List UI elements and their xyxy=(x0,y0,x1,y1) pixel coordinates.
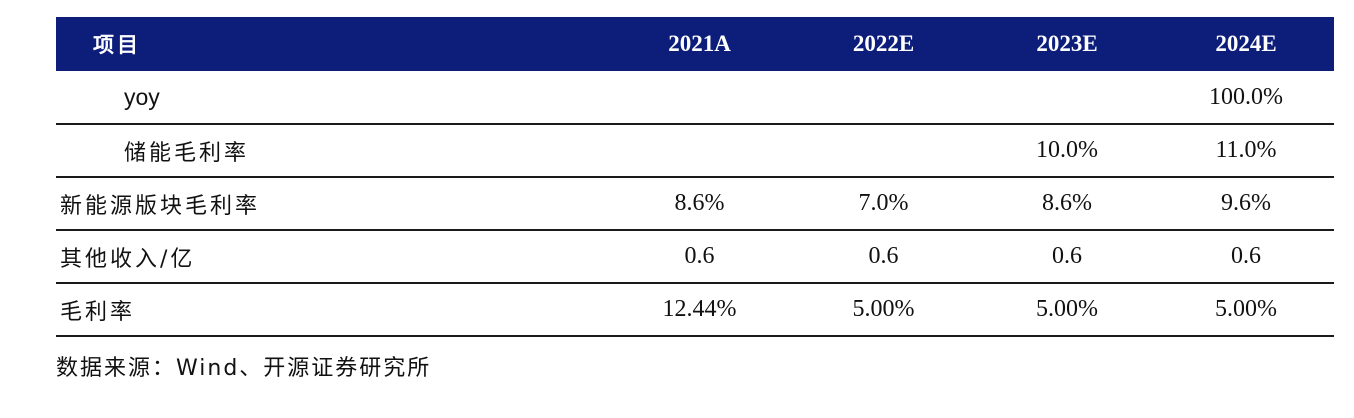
header-year-2021a: 2021A xyxy=(668,31,731,56)
cell-value: 7.0% xyxy=(858,190,909,216)
cell-value: 0.6 xyxy=(1052,243,1082,269)
header-item-label: 项目 xyxy=(93,33,141,57)
cell-value: 9.6% xyxy=(1221,190,1271,216)
row-label: 毛利率 xyxy=(60,299,136,325)
cell-value: 0.6 xyxy=(868,243,899,269)
table-row-yoy: yoy 100.0% xyxy=(56,71,1334,124)
table-row-gross-margin: 毛利率 12.44% 5.00% 5.00% 5.00% xyxy=(56,283,1334,336)
source-note: 数据来源：Wind、开源证券研究所 xyxy=(56,356,432,381)
cell-value: 8.6% xyxy=(674,190,725,216)
header-year-2022e: 2022E xyxy=(852,31,915,56)
cell-value xyxy=(976,71,1158,124)
cell-value xyxy=(791,124,976,177)
financial-forecast-table: 项目 2021A 2022E 2023E 2024E yoy 100.0% 储能… xyxy=(56,17,1334,337)
cell-value: 0.6 xyxy=(1231,243,1261,269)
table-row-storage-gross-margin: 储能毛利率 10.0% 11.0% xyxy=(56,124,1334,177)
table-row-other-income: 其他收入/亿 0.6 0.6 0.6 0.6 xyxy=(56,230,1334,283)
header-year-2023e: 2023E xyxy=(1036,31,1098,56)
table-row-new-energy-gross-margin: 新能源版块毛利率 8.6% 7.0% 8.6% 9.6% xyxy=(56,177,1334,230)
cell-value xyxy=(608,71,791,124)
cell-value: 10.0% xyxy=(1036,137,1098,163)
header-row: 项目 2021A 2022E 2023E 2024E xyxy=(56,17,1334,71)
cell-value: 12.44% xyxy=(662,296,737,322)
table-header: 项目 2021A 2022E 2023E 2024E xyxy=(56,17,1334,71)
cell-value: 100.0% xyxy=(1209,83,1283,110)
cell-value: 11.0% xyxy=(1215,137,1277,163)
row-label: 其他收入/亿 xyxy=(60,246,196,272)
cell-value: 0.6 xyxy=(684,243,715,269)
cell-value: 5.00% xyxy=(1215,296,1277,322)
row-label: yoy xyxy=(124,83,160,110)
cell-value xyxy=(608,124,791,177)
cell-value: 5.00% xyxy=(852,296,915,322)
cell-value: 8.6% xyxy=(1042,190,1092,216)
table-body: yoy 100.0% 储能毛利率 10.0% 11.0% 新能源版块毛利率 8.… xyxy=(56,71,1334,336)
cell-value: 5.00% xyxy=(1036,296,1098,322)
cell-value xyxy=(791,71,976,124)
row-label: 新能源版块毛利率 xyxy=(60,193,261,219)
header-year-2024e: 2024E xyxy=(1215,31,1277,56)
financial-forecast-table-container: 项目 2021A 2022E 2023E 2024E yoy 100.0% 储能… xyxy=(56,17,1334,337)
row-label: 储能毛利率 xyxy=(124,140,250,166)
